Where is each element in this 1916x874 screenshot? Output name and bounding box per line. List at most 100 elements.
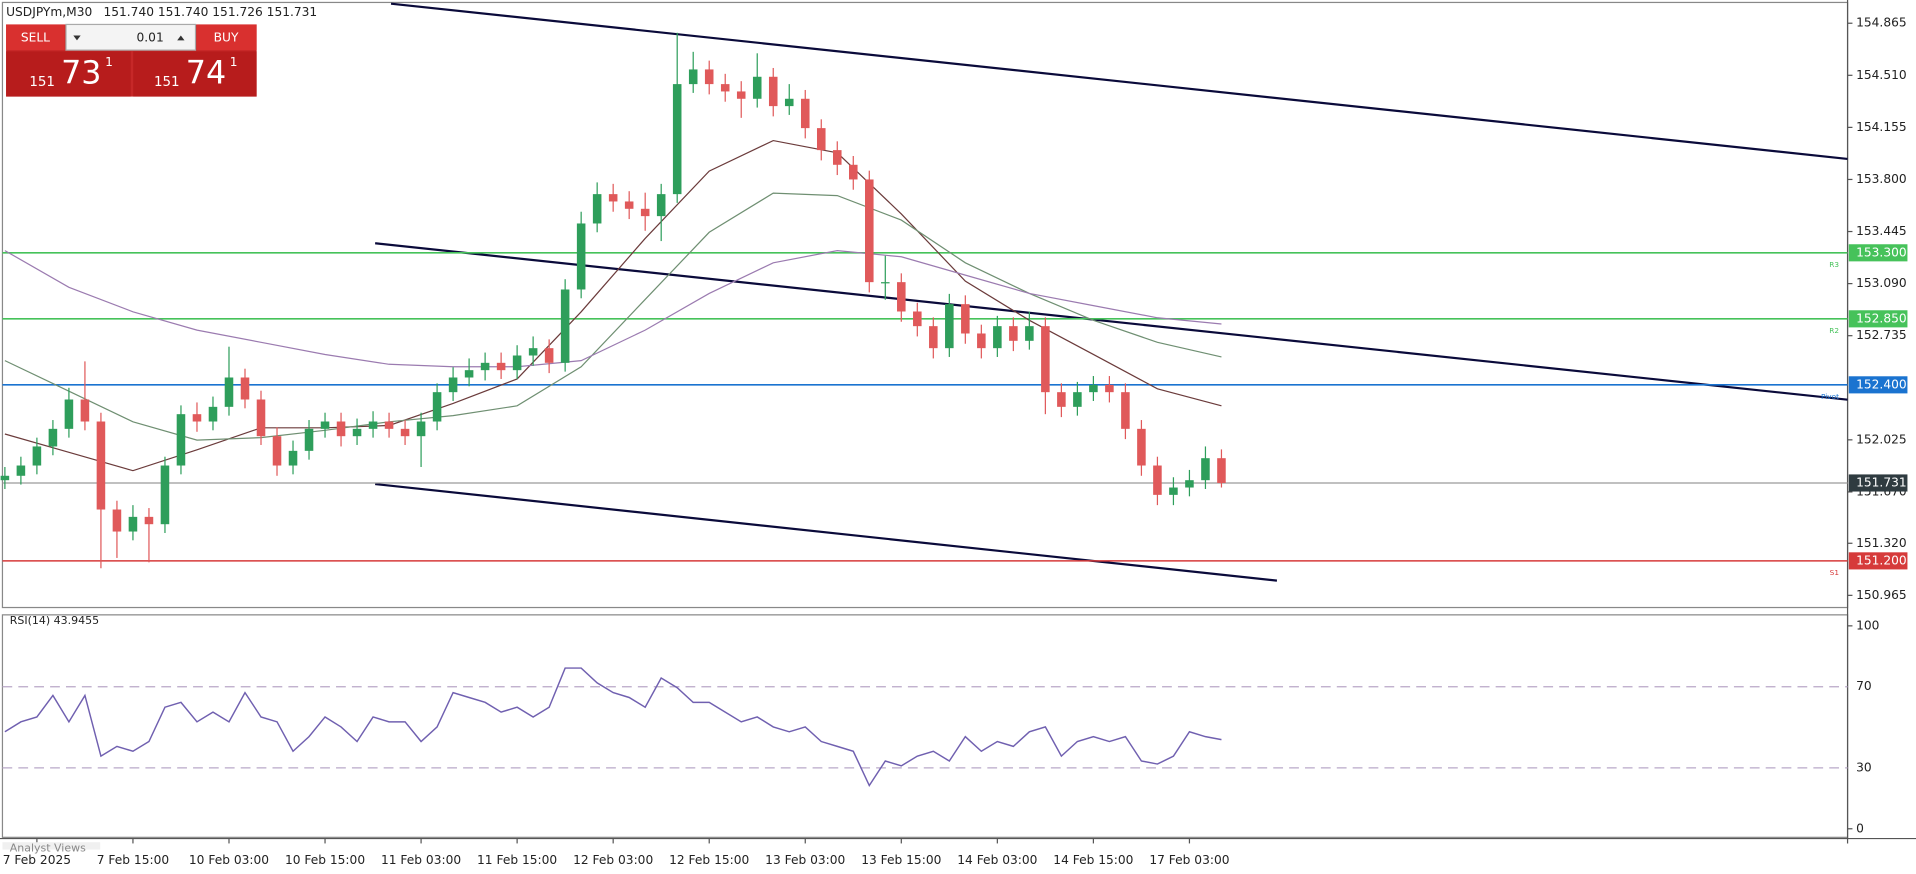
buy-bg — [196, 24, 257, 51]
candle-body — [704, 69, 714, 85]
y-tick-label: 154.155 — [1856, 120, 1907, 134]
x-tick-label: 13 Feb 03:00 — [765, 853, 845, 867]
bid-small: 1 — [105, 55, 113, 69]
candle-body — [368, 421, 378, 429]
candle-body — [208, 406, 218, 422]
candle-body — [48, 428, 58, 447]
y-tick-label: 154.510 — [1856, 68, 1907, 82]
candle-body — [480, 362, 490, 371]
candle-body — [384, 421, 394, 429]
candle-body — [272, 436, 282, 466]
level-label: 151.200 — [1856, 553, 1907, 567]
candle-body — [1089, 384, 1098, 393]
bid-main: 73 — [61, 56, 101, 92]
x-tick-label: 14 Feb 15:00 — [1053, 853, 1133, 867]
candle-body — [1137, 428, 1146, 466]
candle-body — [736, 91, 746, 99]
level-label-bg — [1848, 244, 1908, 262]
candle-body — [464, 370, 474, 378]
candle-body — [320, 421, 330, 429]
bid-bg — [6, 51, 131, 97]
candle-body — [16, 465, 26, 476]
candle-body — [0, 475, 10, 481]
candle-body — [336, 421, 346, 437]
candle-body — [1057, 392, 1066, 407]
up-arrow[interactable] — [177, 35, 185, 41]
buy-button[interactable]: BUY — [196, 24, 257, 51]
rsi-title: RSI(14) 43.9455 — [10, 614, 99, 627]
volume[interactable]: 0.01 — [137, 30, 164, 44]
footer-tab[interactable]: Analyst Views — [10, 841, 86, 854]
candle-body — [32, 446, 42, 466]
down-arrow[interactable] — [73, 35, 81, 41]
candle-body — [1185, 480, 1194, 488]
y-tick-label: 153.090 — [1856, 276, 1907, 290]
candle-body — [80, 399, 90, 422]
candle-body — [496, 362, 506, 371]
candle-body — [993, 326, 1002, 349]
y-tick-label: 152.025 — [1856, 432, 1907, 446]
level-label: 152.850 — [1856, 311, 1907, 325]
candle-body — [304, 428, 314, 451]
current-price-bg — [1848, 474, 1908, 492]
candle-body — [96, 421, 106, 510]
ask-bg — [133, 51, 257, 97]
y-tick-label: 153.445 — [1856, 224, 1907, 238]
candle-body — [288, 450, 298, 466]
candle-body — [832, 150, 842, 165]
y-tick-label: 70 — [1856, 679, 1872, 693]
candle-body — [352, 428, 362, 437]
volume-box[interactable] — [65, 23, 197, 51]
x-tick-label: 11 Feb 03:00 — [381, 853, 461, 867]
footer-tab-bg — [2, 842, 101, 850]
candle-body — [768, 76, 778, 107]
bid-box[interactable]: 151 73 1 — [6, 51, 131, 97]
trade-panel: SELL 0.01 BUY 151 73 1 151 74 1 — [6, 23, 257, 97]
y-tick-label: 153.800 — [1856, 172, 1907, 186]
candle-body — [176, 414, 186, 466]
level-name: R3 — [1829, 260, 1839, 269]
candle-body — [1153, 465, 1162, 495]
trend-line — [390, 2, 1848, 161]
ask-big: 151 — [154, 75, 180, 90]
level-label: 153.300 — [1856, 245, 1907, 259]
candle-body — [400, 428, 410, 437]
symbol: USDJPYm,M30 — [6, 5, 92, 19]
x-tick-label: 17 Feb 03:00 — [1149, 853, 1229, 867]
candle-body — [448, 377, 458, 393]
candle-body — [1169, 487, 1178, 495]
candle-body — [432, 392, 442, 422]
x-tick-label: 12 Feb 03:00 — [573, 853, 653, 867]
trend-line — [375, 242, 1848, 401]
trend-line — [375, 482, 1278, 582]
candle-body — [1025, 326, 1034, 341]
y-tick-label: 0 — [1856, 821, 1864, 835]
candle-body — [784, 98, 794, 107]
candle-body — [752, 76, 762, 99]
candle-body — [128, 516, 138, 532]
y-tick-label: 151.320 — [1856, 536, 1907, 550]
candle-body — [240, 377, 250, 400]
x-tick-label: 7 Feb 15:00 — [97, 853, 169, 867]
candle-body — [1009, 326, 1018, 341]
y-tick-label: 150.965 — [1856, 588, 1907, 602]
candle-body — [945, 304, 954, 349]
ask-small: 1 — [230, 55, 238, 69]
candle-body — [1217, 458, 1226, 483]
candle-body — [929, 326, 938, 349]
candle-body — [512, 355, 522, 371]
candle-body — [608, 194, 618, 202]
x-tick-label: 13 Feb 15:00 — [861, 853, 941, 867]
sell-button[interactable]: SELL — [6, 24, 65, 51]
candle-body — [800, 98, 810, 129]
ask-box[interactable]: 151 74 1 — [133, 51, 257, 97]
current-price-label: 151.731 — [1856, 475, 1907, 489]
candle-body — [672, 84, 682, 195]
buy-label: BUY — [214, 30, 239, 44]
level-label: 152.400 — [1856, 377, 1907, 391]
x-tick-label: 11 Feb 15:00 — [477, 853, 557, 867]
candle-body — [1201, 458, 1210, 481]
candle-body — [1105, 384, 1114, 393]
candle-body — [112, 509, 122, 532]
